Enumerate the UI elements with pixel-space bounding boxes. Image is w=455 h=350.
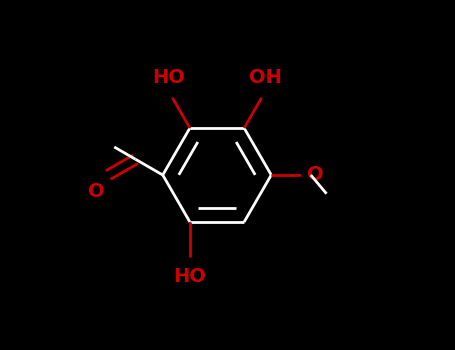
- Text: O: O: [307, 166, 324, 184]
- Text: OH: OH: [249, 68, 282, 86]
- Text: HO: HO: [152, 68, 185, 86]
- Text: HO: HO: [173, 267, 206, 287]
- Text: O: O: [88, 182, 105, 201]
